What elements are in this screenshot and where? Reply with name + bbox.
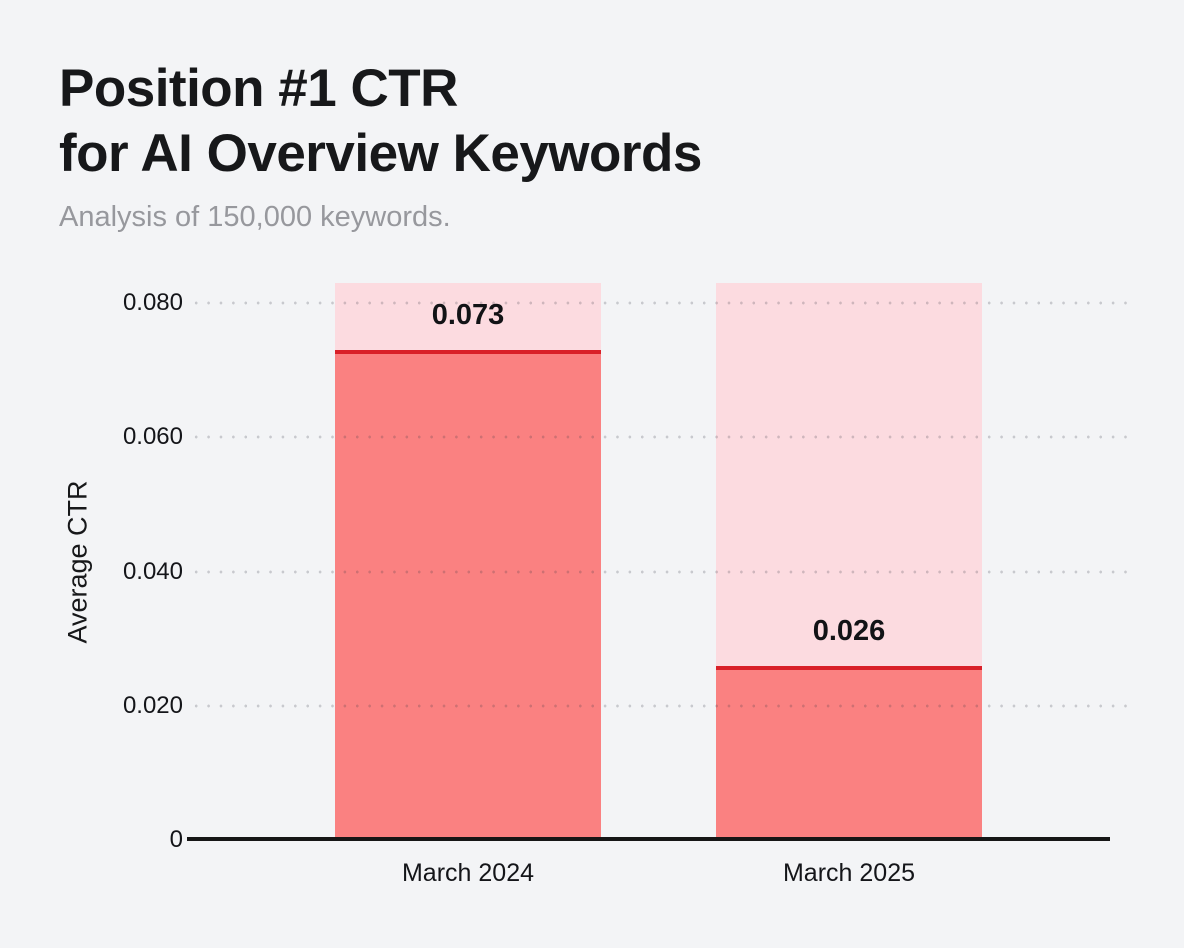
bar-value-label: 0.073 [431, 299, 505, 331]
bar-march-2025: 0.026 [716, 283, 982, 840]
bar-fill [716, 666, 982, 840]
gridline [190, 435, 1128, 440]
x-tick-label: March 2025 [782, 859, 916, 887]
gridline [190, 569, 1128, 574]
x-tick-label: March 2024 [401, 859, 535, 887]
bar-march-2024: 0.073 [335, 283, 601, 840]
chart-title: Position #1 CTR for AI Overview Keywords [59, 56, 702, 186]
gridline [190, 301, 1128, 306]
x-axis-line [187, 837, 1110, 841]
chart-title-line2: for AI Overview Keywords [59, 124, 702, 183]
y-tick-label: 0 [169, 826, 183, 853]
y-tick-label: 0.080 [122, 289, 183, 317]
y-tick-label: 0.040 [122, 557, 183, 585]
chart-title-line1: Position #1 CTR [59, 59, 458, 118]
plot-area: 0.073 0.026 [190, 283, 1128, 840]
y-tick-label: 0.060 [122, 423, 183, 451]
y-tick-label: 0.020 [122, 691, 183, 719]
gridline [190, 703, 1128, 708]
chart-subtitle: Analysis of 150,000 keywords. [59, 201, 451, 233]
bar-value-label: 0.026 [812, 615, 886, 647]
bar-fill [335, 350, 601, 840]
